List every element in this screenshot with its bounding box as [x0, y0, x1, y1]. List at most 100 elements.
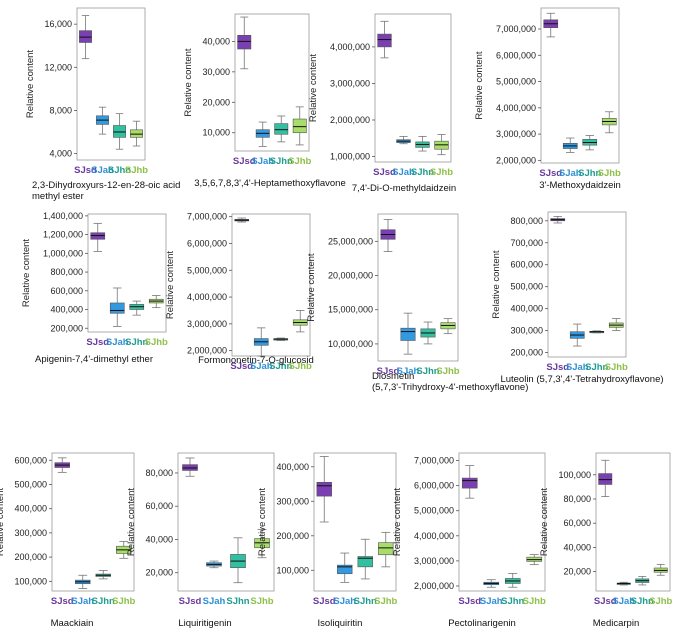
compound-title-line: 2,3-Dihydroxyurs-12-en-28-oic acid: [32, 180, 180, 191]
y-tick-label: 300,000: [510, 326, 543, 336]
box-sjhb: [608, 318, 624, 332]
box-iqr: [337, 564, 353, 575]
y-tick-label: 200,000: [14, 552, 47, 562]
box-sjsd: [598, 459, 613, 497]
x-category-label: SJah: [566, 362, 589, 373]
y-tick-label: 200,000: [276, 531, 309, 541]
box-sjhb: [378, 531, 394, 568]
y-tick-label: 2,000,000: [496, 155, 536, 165]
y-tick-label: 25,000,000: [328, 236, 373, 246]
y-tick-label: 300,000: [14, 528, 47, 538]
plot-frame: [231, 213, 311, 357]
y-axis-label: Relative content: [308, 54, 319, 122]
compound-title-line: Liquiritigenin: [178, 618, 231, 629]
x-category-label: SJsd: [179, 596, 202, 607]
box-sjah: [337, 552, 353, 583]
x-category-label: SJah: [71, 596, 94, 607]
x-category-label: SJah: [250, 361, 273, 372]
y-tick-label: 700,000: [510, 238, 543, 248]
compound-title-line: Apigenin-7,4'-dimethyl ether: [35, 354, 153, 365]
y-tick-label: 4,000,000: [414, 531, 454, 541]
x-category-label: SJhn: [411, 167, 434, 178]
y-tick-label: 600,000: [14, 455, 47, 465]
compound-title-line: 3'-Methoxydaidzein: [539, 180, 621, 191]
y-axis-label: Relative content: [257, 488, 268, 556]
box-iqr: [598, 473, 613, 485]
box-iqr: [357, 556, 373, 568]
y-axis-label: Relative content: [392, 488, 403, 556]
box-sjsd: [316, 456, 332, 523]
plot-frame: [87, 213, 167, 333]
y-tick-label: 3,000,000: [496, 129, 536, 139]
y-tick-label: 40,000: [563, 542, 591, 552]
chart-panel: 10,000 20,000 30,000 40,000 Relative content…: [183, 13, 346, 189]
y-tick-label: 7,000,000: [187, 212, 227, 222]
x-category-label: SJhb: [598, 168, 621, 179]
chart-panel: 2,000,000 3,000,000 4,000,000 5,000,000 6,00…: [392, 452, 546, 629]
box-sjhb: [116, 540, 132, 559]
compound-title: Luteolin (5,7,3',4'-Tetrahydroxyflavone): [500, 374, 663, 385]
compound-title-line: Medicarpin: [593, 618, 639, 629]
box-sjsd: [182, 457, 198, 477]
x-category-label: SJhn: [578, 168, 601, 179]
compound-title-line: (5,7,3'-Trihydroxy-4'-methoxyflavone): [372, 382, 528, 393]
x-category-label: SJsd: [458, 596, 481, 607]
x-category-label: SJsd: [233, 156, 256, 167]
y-tick-label: 5,000,000: [187, 265, 227, 275]
box-sjsd: [234, 217, 250, 223]
box-sjah: [206, 560, 222, 569]
compound-title-line: Maackiain: [51, 618, 94, 629]
x-category-label: SJsd: [539, 168, 562, 179]
box-sjah: [75, 574, 91, 589]
box-sjsd: [377, 20, 392, 59]
box-sjsd: [237, 16, 252, 70]
y-tick-label: 60,000: [563, 518, 591, 528]
y-tick-label: 40,000: [202, 36, 230, 46]
box-sjhb: [434, 134, 449, 156]
y-tick-label: 30,000: [202, 67, 230, 77]
box-sjah: [255, 121, 270, 147]
y-tick-label: 100,000: [558, 470, 591, 480]
x-category-label: SJhn: [226, 596, 249, 607]
x-category-label: SJsd: [594, 596, 617, 607]
box-sjhn: [95, 570, 111, 580]
y-tick-label: 400,000: [276, 462, 309, 472]
box-sjah: [253, 327, 269, 357]
x-category-label: SJsd: [546, 362, 569, 373]
compound-title-line: Diosmetin: [372, 371, 414, 382]
compound-title: Liquiritigenin: [178, 618, 231, 629]
x-category-label: SJah: [203, 596, 226, 607]
y-tick-label: 20,000,000: [328, 271, 373, 281]
plot-frame: [540, 7, 620, 164]
y-axis-label: Relative content: [539, 488, 550, 556]
box-sjhn: [357, 538, 373, 580]
x-category-label: SJsd: [377, 366, 400, 377]
chart-panel: 20,000 40,000 60,000 80,000 100,000 Relative …: [539, 452, 673, 629]
y-tick-label: 10,000,000: [328, 339, 373, 349]
plot-frame: [547, 211, 627, 358]
compound-title-line: methyl ester: [32, 191, 84, 202]
box-iqr: [130, 129, 143, 138]
compound-title: Medicarpin: [593, 618, 639, 629]
box-sjhn: [274, 115, 289, 143]
y-tick-label: 20,000: [202, 97, 230, 107]
box-sjhn: [273, 337, 289, 341]
y-tick-label: 4,000: [49, 149, 72, 159]
y-tick-label: 3,000,000: [187, 319, 227, 329]
y-tick-label: 100,000: [276, 565, 309, 575]
y-tick-label: 1,000,000: [43, 248, 83, 258]
chart-panel: 100,000 200,000 300,000 400,000 Relative con…: [257, 452, 398, 629]
y-tick-label: 1,400,000: [43, 211, 83, 221]
y-axis-label: Relative content: [183, 48, 194, 116]
x-category-label: SJah: [392, 167, 415, 178]
compound-title-line: Luteolin (5,7,3',4'-Tetrahydroxyflavone): [500, 374, 663, 385]
compound-title: Apigenin-7,4'-dimethyl ether: [35, 354, 153, 365]
y-tick-label: 6,000,000: [496, 50, 536, 60]
x-category-label: SJah: [106, 337, 129, 348]
y-tick-label: 80,000: [145, 468, 173, 478]
y-tick-label: 500,000: [14, 479, 47, 489]
chart-panel: 200,000 300,000 400,000 500,000 600,000 700,0…: [491, 211, 664, 385]
box-sjhb: [526, 554, 543, 566]
x-category-label: SJhn: [631, 596, 654, 607]
